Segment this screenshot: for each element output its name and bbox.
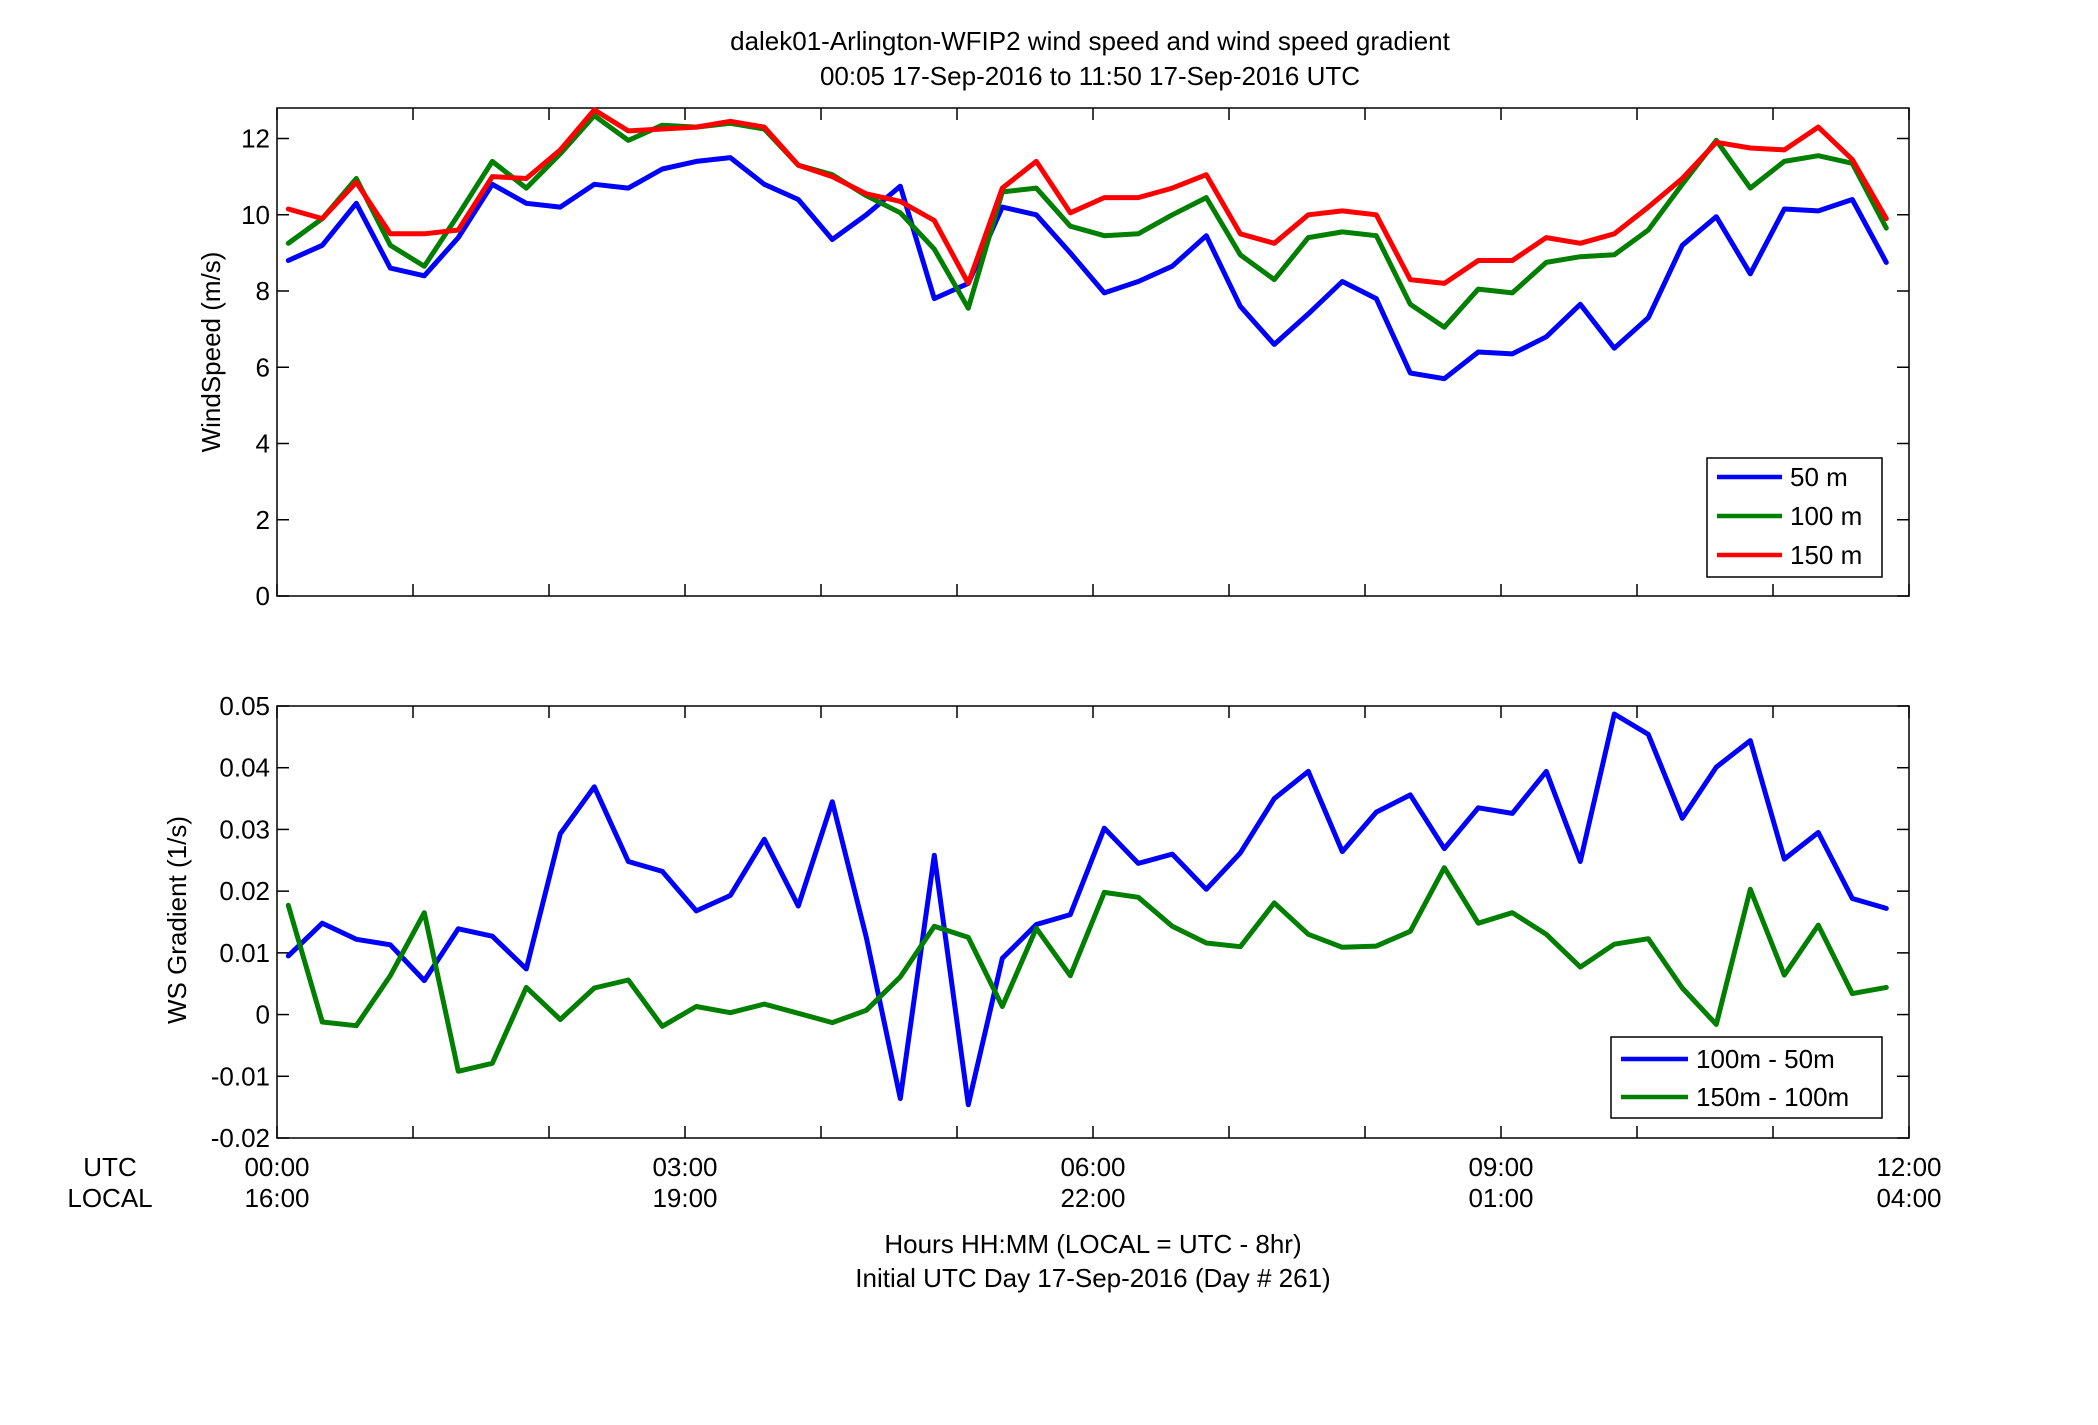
x-tick-label-local: 16:00 — [244, 1183, 309, 1213]
gradient-line-150m-100m — [285, 865, 1889, 1074]
windspeed-legend: 50 m 100 m 150 m — [1706, 457, 1883, 578]
windspeed-x-axis — [276, 108, 1910, 596]
legend-label-50m: 50 m — [1790, 462, 1848, 492]
gradient-ytick-label: 0.03 — [219, 814, 270, 844]
windspeed-ytick-label: 12 — [241, 124, 270, 154]
windspeed-ytick-label: 2 — [256, 505, 270, 535]
windspeed-ylabel: WindSpeed (m/s) — [196, 252, 226, 453]
gradient-legend-box — [1610, 1036, 1883, 1119]
gradient-ytick-label: -0.01 — [211, 1061, 270, 1091]
gradient-panel: WS Gradient (1/s) -0.02 -0.01 0 0.01 0.02 0.0… — [162, 691, 1910, 1153]
legend-label-150m: 150 m — [1790, 540, 1862, 570]
x-tick-label-utc: 09:00 — [1468, 1152, 1533, 1182]
gradient-ytick-label: 0.01 — [219, 938, 270, 968]
legend-label-100m: 100 m — [1790, 501, 1862, 531]
x-axis-label-line1: Hours HH:MM (LOCAL = UTC - 8hr) — [884, 1229, 1301, 1259]
windspeed-ytick-label: 4 — [256, 429, 270, 459]
x-tick-label-local: 04:00 — [1876, 1183, 1941, 1213]
windspeed-ytick-label: 8 — [256, 276, 270, 306]
legend-label-150m-100m: 150m - 100m — [1696, 1082, 1849, 1112]
windspeed-ytick-label: 0 — [256, 581, 270, 611]
gradient-line-100m-50m — [285, 711, 1889, 1108]
row-label-local: LOCAL — [67, 1183, 152, 1213]
gradient-ytick-label: 0 — [256, 1000, 270, 1030]
x-tick-label-utc: 06:00 — [1060, 1152, 1125, 1182]
figure-title-line1: dalek01-Arlington-WFIP2 wind speed and w… — [730, 26, 1451, 56]
figure-title-line2: 00:05 17-Sep-2016 to 11:50 17-Sep-2016 U… — [820, 61, 1360, 91]
gradient-ytick-label: 0.02 — [219, 876, 270, 906]
windspeed-plot-area — [276, 107, 1910, 597]
windspeed-ytick-label: 6 — [256, 352, 270, 382]
gradient-ytick-label: -0.02 — [211, 1123, 270, 1153]
gradient-ylabel: WS Gradient (1/s) — [162, 816, 192, 1024]
legend-label-100m-50m: 100m - 50m — [1696, 1044, 1835, 1074]
x-tick-label-utc: 00:00 — [244, 1152, 309, 1182]
windspeed-line-100-m — [285, 113, 1889, 330]
windspeed-series — [285, 107, 1889, 382]
x-tick-label-local: 19:00 — [652, 1183, 717, 1213]
x-tick-label-utc: 12:00 — [1876, 1152, 1941, 1182]
gradient-y-axis: -0.02 -0.01 0 0.01 0.02 0.03 0.04 0.05 — [211, 691, 1909, 1153]
windspeed-line-50-m — [285, 155, 1889, 382]
windspeed-ytick-label: 10 — [241, 200, 270, 230]
gradient-ytick-label: 0.05 — [219, 691, 270, 721]
windspeed-y-axis: 0 2 4 6 8 10 12 — [241, 124, 1909, 611]
windspeed-line-150-m — [285, 107, 1889, 286]
windspeed-panel: WindSpeed (m/s) 0 2 4 6 8 10 12 50 m 100 m 150… — [196, 107, 1910, 611]
x-tick-label-local: 01:00 — [1468, 1183, 1533, 1213]
row-label-utc: UTC — [83, 1152, 136, 1182]
gradient-x-axis — [276, 706, 1910, 1138]
gradient-ytick-label: 0.04 — [219, 753, 270, 783]
x-tick-label-local: 22:00 — [1060, 1183, 1125, 1213]
gradient-series — [285, 711, 1889, 1108]
x-axis-label-line2: Initial UTC Day 17-Sep-2016 (Day # 261) — [855, 1263, 1330, 1293]
x-tick-label-utc: 03:00 — [652, 1152, 717, 1182]
gradient-legend: 100m - 50m 150m - 100m — [1610, 1036, 1883, 1119]
